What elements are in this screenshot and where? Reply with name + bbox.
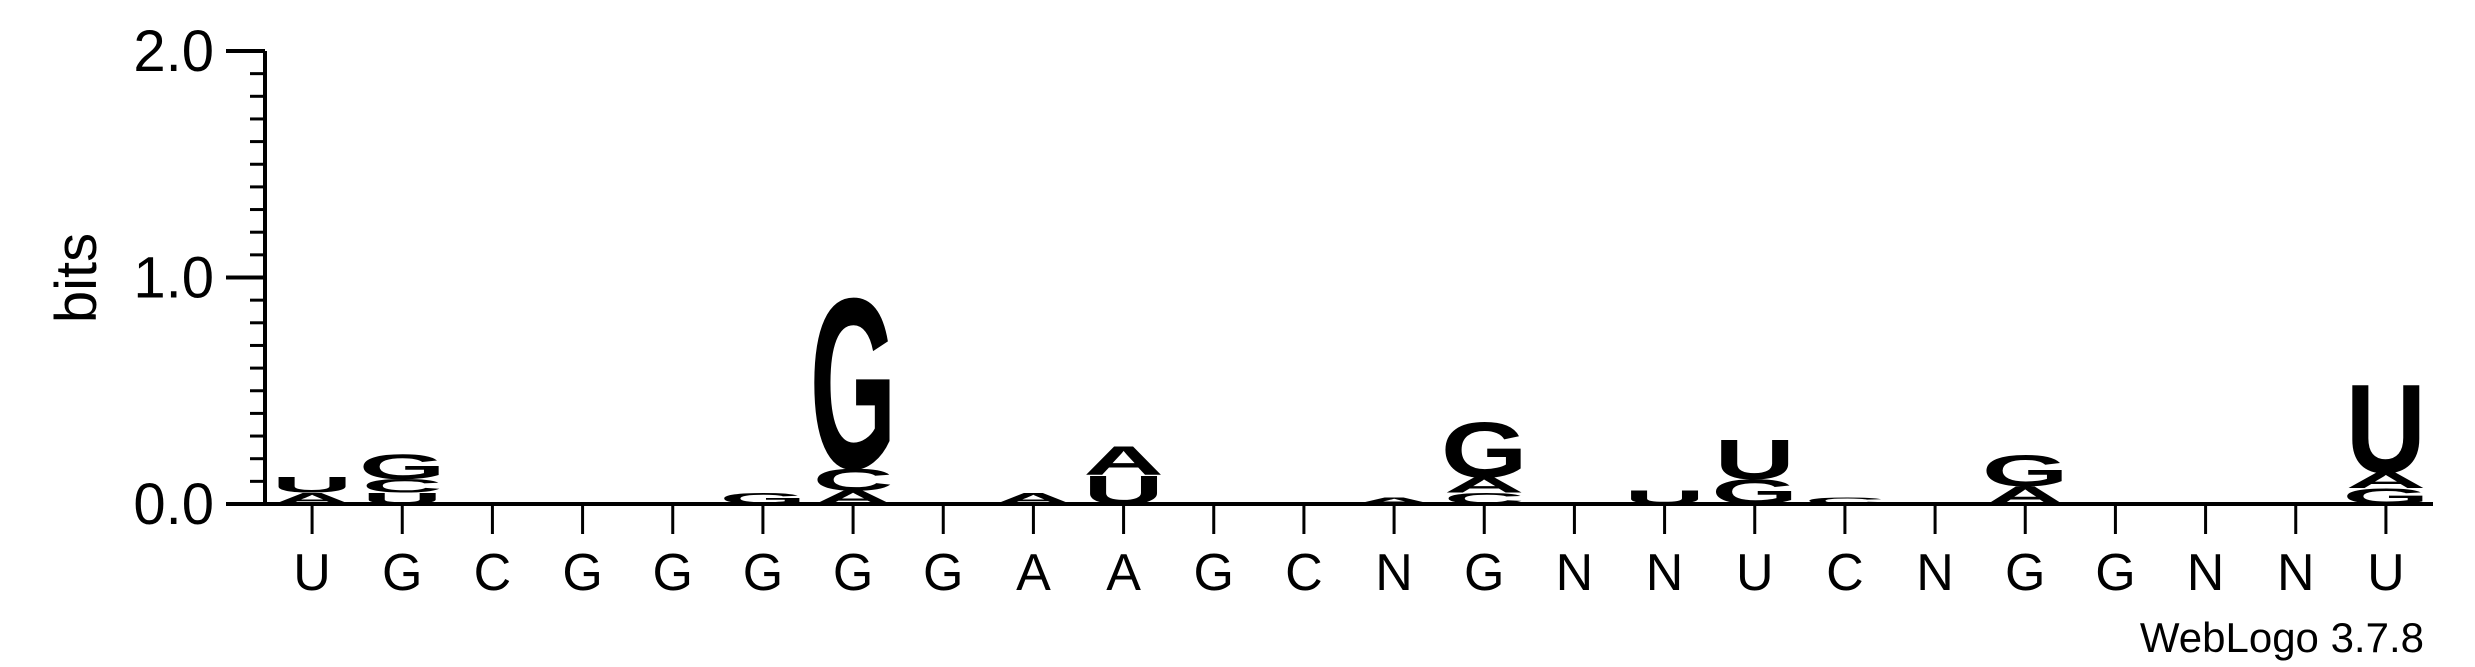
x-tick-label: A [1106,544,1141,602]
x-tick-label: C [1826,544,1864,602]
logo-letter-A: A [2346,468,2426,493]
logo-letter-A: A [1354,495,1434,506]
logo-letter-A: A [1444,473,1524,498]
x-tick-label: G [382,544,422,602]
x-tick-label: A [1016,544,1051,602]
y-tick-label: 0.0 [133,472,214,537]
x-tick-label: N [1646,544,1684,602]
x-tick-label: U [293,544,331,602]
logo-letter-U: U [1715,428,1795,492]
x-tick-label: G [1464,544,1504,602]
x-tick-label: U [1736,544,1774,602]
logo-letter-G: G [1982,446,2069,496]
x-tick-label: N [1916,544,1954,602]
logo-letter-C: C [1805,495,1885,506]
logo-letter-C: C [362,476,442,497]
x-tick-label: G [1194,544,1234,602]
x-tick-label: N [1375,544,1413,602]
axes [263,51,2433,506]
x-tick-label: C [1285,544,1323,602]
y-axis-label: bits [44,233,109,323]
logo-letter-C: C [813,462,893,497]
x-tick-label: G [562,544,602,602]
x-tick-label: G [2005,544,2045,602]
logo-letter-G: G [1441,406,1528,494]
y-tick-label: 1.0 [133,246,214,311]
x-tick-label: G [743,544,783,602]
x-tick-label: G [2095,544,2135,602]
logo-letter-G: G [359,448,446,487]
y-tick-label: 2.0 [133,19,214,84]
weblogo-credit: WebLogo 3.7.8 [2140,614,2424,661]
x-tick-label: G [923,544,963,602]
logo-letter-U: U [272,473,352,498]
logo-letter-G: G [810,249,897,520]
logo-letter-A: A [1083,437,1163,483]
x-tick-label: N [1556,544,1594,602]
x-tick-label: G [653,544,693,602]
x-tick-label: G [833,544,873,602]
x-tick-label: U [2367,544,2405,602]
logo-letter-U: U [2346,359,2426,500]
x-tick-label: N [2277,544,2315,602]
y-axis-ticks: 0.0 1.0 2.0 [133,19,265,537]
x-tick-label: C [474,544,512,602]
x-tick-label: N [2187,544,2225,602]
